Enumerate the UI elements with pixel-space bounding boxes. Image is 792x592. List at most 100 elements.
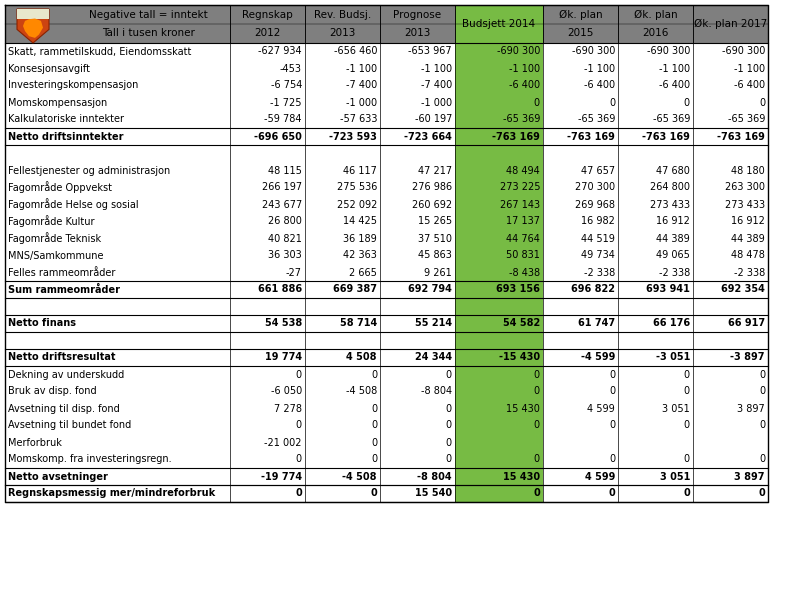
Bar — [455, 349, 543, 366]
Bar — [305, 247, 380, 264]
Bar — [380, 179, 455, 196]
Bar — [455, 162, 543, 179]
Text: Merforbruk: Merforbruk — [8, 437, 62, 448]
Bar — [305, 94, 380, 111]
Bar — [543, 298, 618, 315]
Bar — [543, 281, 618, 298]
Text: 693 156: 693 156 — [496, 285, 540, 294]
Bar — [305, 298, 380, 315]
Text: 47 217: 47 217 — [418, 166, 452, 175]
Bar — [380, 128, 455, 145]
Text: Øk. plan: Øk. plan — [634, 9, 677, 20]
Bar — [693, 230, 768, 247]
Bar — [230, 5, 305, 43]
Bar — [5, 60, 230, 77]
Bar — [618, 451, 693, 468]
Text: -696 650: -696 650 — [254, 131, 302, 141]
Bar — [543, 5, 618, 43]
Text: Budsjett 2014: Budsjett 2014 — [463, 19, 535, 29]
Text: 36 189: 36 189 — [343, 233, 377, 243]
Text: 4 508: 4 508 — [347, 352, 377, 362]
Text: 14 425: 14 425 — [343, 217, 377, 227]
Bar — [543, 315, 618, 332]
Bar — [380, 5, 455, 43]
Text: 0: 0 — [370, 488, 377, 498]
Bar — [455, 213, 543, 230]
Text: 3 897: 3 897 — [737, 404, 765, 413]
Bar — [380, 281, 455, 298]
Text: 48 494: 48 494 — [506, 166, 540, 175]
Text: 266 197: 266 197 — [262, 182, 302, 192]
Text: 263 300: 263 300 — [725, 182, 765, 192]
Bar — [543, 383, 618, 400]
Text: 0: 0 — [759, 455, 765, 465]
Text: 0: 0 — [534, 98, 540, 108]
Bar — [543, 366, 618, 383]
Bar — [455, 298, 543, 315]
Bar — [455, 366, 543, 383]
Bar — [230, 383, 305, 400]
Text: 48 478: 48 478 — [731, 250, 765, 260]
Text: 2012: 2012 — [254, 28, 280, 38]
Bar — [305, 179, 380, 196]
Text: 0: 0 — [371, 420, 377, 430]
Text: 16 912: 16 912 — [656, 217, 690, 227]
Bar — [455, 264, 543, 281]
Text: 0: 0 — [533, 488, 540, 498]
Text: -3 897: -3 897 — [730, 352, 765, 362]
Bar — [618, 264, 693, 281]
Bar — [305, 332, 380, 349]
Bar — [380, 94, 455, 111]
Bar — [305, 60, 380, 77]
Text: 2013: 2013 — [329, 28, 356, 38]
Bar — [230, 145, 305, 162]
Text: 0: 0 — [759, 98, 765, 108]
Bar — [543, 434, 618, 451]
Text: -1 100: -1 100 — [509, 63, 540, 73]
Bar — [693, 400, 768, 417]
Bar — [455, 332, 543, 349]
Bar — [543, 400, 618, 417]
Text: 46 117: 46 117 — [343, 166, 377, 175]
Bar — [455, 145, 543, 162]
Text: -2 338: -2 338 — [659, 268, 690, 278]
Bar — [230, 60, 305, 77]
Text: 0: 0 — [609, 369, 615, 379]
Bar — [618, 128, 693, 145]
Bar — [5, 264, 230, 281]
Bar — [693, 247, 768, 264]
Polygon shape — [17, 9, 49, 43]
Text: 0: 0 — [446, 455, 452, 465]
Bar — [618, 247, 693, 264]
Text: 0: 0 — [534, 455, 540, 465]
Text: Fagområde Kultur: Fagområde Kultur — [8, 215, 94, 227]
Text: 696 822: 696 822 — [571, 285, 615, 294]
Bar — [618, 162, 693, 179]
Bar — [305, 485, 380, 502]
Bar — [618, 196, 693, 213]
Text: -65 369: -65 369 — [577, 114, 615, 124]
Bar — [618, 213, 693, 230]
Text: -653 967: -653 967 — [409, 47, 452, 56]
Bar — [693, 162, 768, 179]
Text: 44 764: 44 764 — [506, 233, 540, 243]
Text: 49 065: 49 065 — [656, 250, 690, 260]
Text: -1 725: -1 725 — [271, 98, 302, 108]
Text: 15 430: 15 430 — [506, 404, 540, 413]
Text: 273 433: 273 433 — [650, 200, 690, 210]
Bar — [380, 247, 455, 264]
Bar — [305, 468, 380, 485]
Bar — [5, 451, 230, 468]
Bar — [693, 468, 768, 485]
Text: -1 100: -1 100 — [659, 63, 690, 73]
Text: Regnskapsmessig mer/mindreforbruk: Regnskapsmessig mer/mindreforbruk — [8, 488, 215, 498]
Bar — [618, 383, 693, 400]
Text: 273 225: 273 225 — [500, 182, 540, 192]
Text: 0: 0 — [683, 369, 690, 379]
Bar — [455, 400, 543, 417]
Text: -15 430: -15 430 — [499, 352, 540, 362]
Bar — [380, 485, 455, 502]
Text: 3 897: 3 897 — [734, 471, 765, 481]
Bar — [305, 196, 380, 213]
Bar — [5, 434, 230, 451]
